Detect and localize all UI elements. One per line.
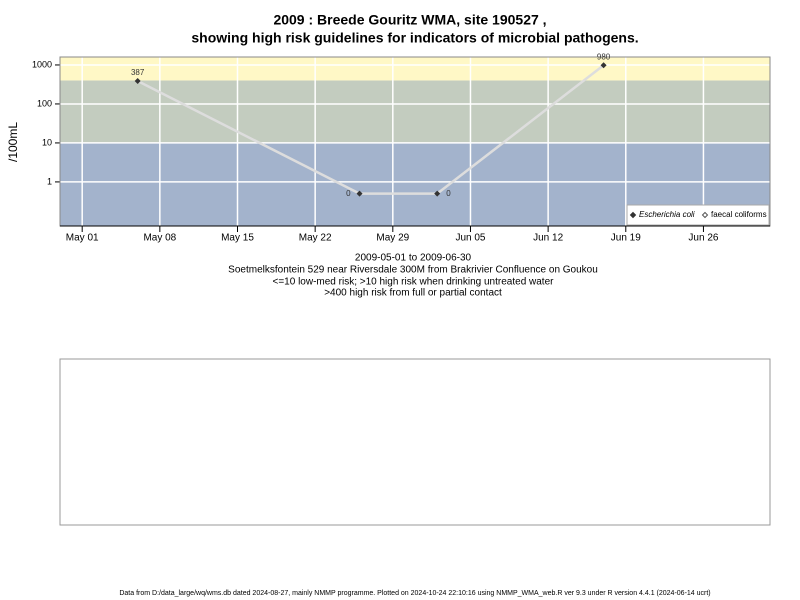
data-label: 0 xyxy=(346,189,351,198)
data-label: 980 xyxy=(597,52,611,61)
series-line xyxy=(137,64,605,195)
data-point xyxy=(600,62,607,69)
x-tick-label: May 01 xyxy=(66,233,99,244)
subtitle: <=10 low-med risk; >10 high risk when dr… xyxy=(273,277,555,288)
y-axis-label: /100mL xyxy=(6,122,20,162)
data-point xyxy=(434,190,441,197)
x-tick-label: May 22 xyxy=(299,233,332,244)
empty-panel xyxy=(59,358,771,526)
chart-title: 2009 : Breede Gouritz WMA, site 190527 , xyxy=(273,12,546,28)
legend-box xyxy=(626,204,770,226)
data-point xyxy=(134,78,141,85)
risk-band xyxy=(60,57,770,81)
legend-label: Escherichia coli xyxy=(639,210,695,219)
chart-title: showing high risk guidelines for indicat… xyxy=(191,30,638,46)
x-tick-label: May 29 xyxy=(376,233,409,244)
data-label: 387 xyxy=(131,68,145,77)
subtitle: Soetmelksfontein 529 near Riversdale 300… xyxy=(228,265,598,276)
legend-marker xyxy=(701,211,709,219)
x-tick-label: May 08 xyxy=(143,233,176,244)
data-point xyxy=(356,190,363,197)
legend-label: faecal coliforms xyxy=(711,210,767,219)
y-tick-label: 1 xyxy=(47,176,52,186)
data-label: 0 xyxy=(446,189,451,198)
x-tick-label: Jun 19 xyxy=(611,233,641,244)
y-tick-label: 1000 xyxy=(32,59,52,69)
y-tick-label: 10 xyxy=(42,137,52,147)
subtitle: 2009-05-01 to 2009-06-30 xyxy=(355,253,472,264)
legend-marker xyxy=(629,211,637,219)
subtitle: >400 high risk from full or partial cont… xyxy=(324,288,502,299)
x-tick-label: Jun 26 xyxy=(688,233,718,244)
x-tick-label: Jun 12 xyxy=(533,233,563,244)
x-tick-label: Jun 05 xyxy=(455,233,485,244)
y-tick-label: 100 xyxy=(37,98,52,108)
x-tick-label: May 15 xyxy=(221,233,254,244)
risk-band xyxy=(60,80,770,143)
footer: Data from D:/data_large/wq/wms.db dated … xyxy=(119,590,710,597)
